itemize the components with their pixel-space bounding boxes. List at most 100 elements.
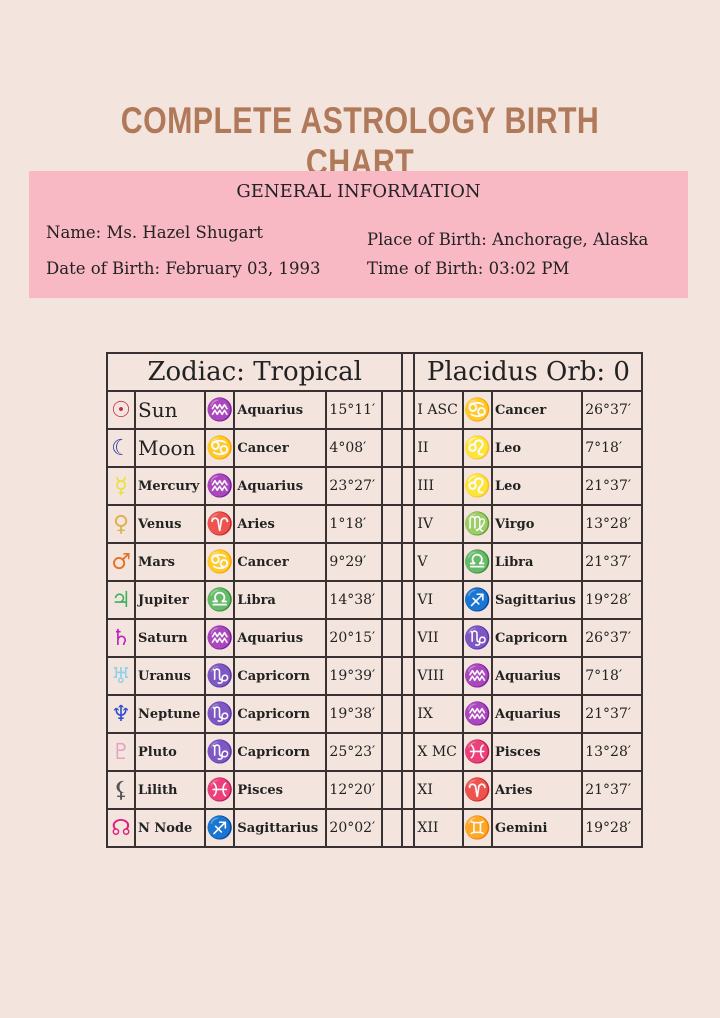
house-degree: 7°18′ xyxy=(581,428,644,468)
sign-glyph-icon: ♒ xyxy=(203,466,236,506)
planet-name: Neptune xyxy=(134,694,206,734)
page-title: COMPLETE ASTROLOGY BIRTH CHART xyxy=(120,100,600,183)
general-info-panel: GENERAL INFORMATION Name: Ms. Hazel Shug… xyxy=(29,171,688,298)
empty-cell xyxy=(381,618,404,658)
planet-glyph-icon: ☾ xyxy=(106,428,136,468)
house-sign: Aquarius xyxy=(490,656,584,696)
empty-cell xyxy=(381,390,404,430)
house-degree: 21°37′ xyxy=(581,694,644,734)
sign-glyph-icon: ♎ xyxy=(203,580,236,620)
house-degree: 21°37′ xyxy=(581,466,644,506)
general-info-heading: GENERAL INFORMATION xyxy=(236,181,481,202)
table-row: ♆ Neptune ♑ Capricorn 19°38′ IX ♒ Aquari… xyxy=(106,694,644,734)
house-sign: Leo xyxy=(490,466,584,506)
house-degree: 13°28′ xyxy=(581,504,644,544)
house-degree: 26°37′ xyxy=(581,390,644,430)
planet-glyph-icon: ☊ xyxy=(106,808,136,848)
planet-sign: Aquarius xyxy=(233,390,328,430)
planet-glyph-icon: ⚸ xyxy=(106,770,136,810)
house-sign-glyph-icon: ♊ xyxy=(461,808,494,848)
planet-glyph-icon: ♀ xyxy=(106,504,136,544)
planet-sign: Sagittarius xyxy=(233,808,328,848)
orb-header: Placidus Orb: 0 xyxy=(413,352,644,392)
planet-degree: 4°08′ xyxy=(325,428,384,468)
sign-glyph-icon: ♒ xyxy=(203,390,236,430)
planet-glyph-icon: ☉ xyxy=(106,390,136,430)
divider xyxy=(401,504,416,544)
house-sign-glyph-icon: ♌ xyxy=(461,428,494,468)
planet-sign: Aries xyxy=(233,504,328,544)
table-row: ♇ Pluto ♑ Capricorn 25°23′ X MC ♓ Pisces… xyxy=(106,732,644,772)
house-sign-glyph-icon: ♋ xyxy=(461,390,494,430)
empty-cell xyxy=(381,808,404,848)
planet-name: Sun xyxy=(134,390,206,430)
house-sign: Capricorn xyxy=(490,618,584,658)
divider xyxy=(401,428,416,468)
planet-sign: Aquarius xyxy=(233,618,328,658)
planet-sign: Capricorn xyxy=(233,732,328,772)
empty-cell xyxy=(381,694,404,734)
planet-degree: 20°15′ xyxy=(325,618,384,658)
sign-glyph-icon: ♐ xyxy=(203,808,236,848)
house-sign: Aquarius xyxy=(490,694,584,734)
empty-cell xyxy=(381,732,404,772)
time-field: Time of Birth: 03:02 PM xyxy=(367,259,570,278)
planet-degree: 19°39′ xyxy=(325,656,384,696)
planet-name: Saturn xyxy=(134,618,206,658)
planet-glyph-icon: ☿ xyxy=(106,466,136,506)
house-sign: Gemini xyxy=(490,808,584,848)
house-sign: Pisces xyxy=(490,732,584,772)
table-row: ☾ Moon ♋ Cancer 4°08′ II ♌ Leo 7°18′ xyxy=(106,428,644,468)
divider xyxy=(401,352,416,392)
planet-name: Mars xyxy=(134,542,206,582)
house-label: V xyxy=(413,542,464,582)
house-sign-glyph-icon: ♒ xyxy=(461,656,494,696)
table-row: ☉ Sun ♒ Aquarius 15°11′ I ASC ♋ Cancer 2… xyxy=(106,390,644,430)
planet-glyph-icon: ♆ xyxy=(106,694,136,734)
planet-name: Venus xyxy=(134,504,206,544)
sign-glyph-icon: ♑ xyxy=(203,694,236,734)
divider xyxy=(401,390,416,430)
zodiac-header: Zodiac: Tropical xyxy=(105,352,404,392)
house-degree: 13°28′ xyxy=(581,732,644,772)
house-label: II xyxy=(413,428,464,468)
planet-name: Moon xyxy=(134,428,206,468)
table-row: ♃ Jupiter ♎ Libra 14°38′ VI ♐ Sagittariu… xyxy=(106,580,644,620)
house-sign: Libra xyxy=(490,542,584,582)
dob-field: Date of Birth: February 03, 1993 xyxy=(46,259,321,278)
house-label: III xyxy=(413,466,464,506)
name-field: Name: Ms. Hazel Shugart xyxy=(46,223,264,242)
planet-sign: Cancer xyxy=(233,542,328,582)
house-label: I ASC xyxy=(413,390,464,430)
divider xyxy=(401,656,416,696)
table-row: ⚸ Lilith ♓ Pisces 12°20′ XI ♈ Aries 21°3… xyxy=(106,770,644,810)
house-sign-glyph-icon: ♈ xyxy=(461,770,494,810)
sign-glyph-icon: ♑ xyxy=(203,656,236,696)
empty-cell xyxy=(381,428,404,468)
empty-cell xyxy=(381,656,404,696)
house-sign-glyph-icon: ♓ xyxy=(461,732,494,772)
empty-cell xyxy=(381,770,404,810)
planet-glyph-icon: ♄ xyxy=(106,618,136,658)
house-sign: Leo xyxy=(490,428,584,468)
planet-name: N Node xyxy=(134,808,206,848)
planet-sign: Pisces xyxy=(233,770,328,810)
planet-degree: 9°29′ xyxy=(325,542,384,582)
planet-degree: 14°38′ xyxy=(325,580,384,620)
planet-degree: 12°20′ xyxy=(325,770,384,810)
empty-cell xyxy=(381,466,404,506)
house-degree: 21°37′ xyxy=(581,770,644,810)
table-header-row: Zodiac: Tropical Placidus Orb: 0 xyxy=(105,352,644,392)
table-row: ☿ Mercury ♒ Aquarius 23°27′ III ♌ Leo 21… xyxy=(106,466,644,506)
empty-cell xyxy=(381,504,404,544)
divider xyxy=(401,732,416,772)
planet-sign: Capricorn xyxy=(233,656,328,696)
house-sign: Virgo xyxy=(490,504,584,544)
sign-glyph-icon: ♑ xyxy=(203,732,236,772)
planet-sign: Capricorn xyxy=(233,694,328,734)
house-degree: 26°37′ xyxy=(581,618,644,658)
planet-name: Mercury xyxy=(134,466,206,506)
planet-glyph-icon: ♇ xyxy=(106,732,136,772)
house-label: XII xyxy=(413,808,464,848)
house-sign-glyph-icon: ♍ xyxy=(461,504,494,544)
